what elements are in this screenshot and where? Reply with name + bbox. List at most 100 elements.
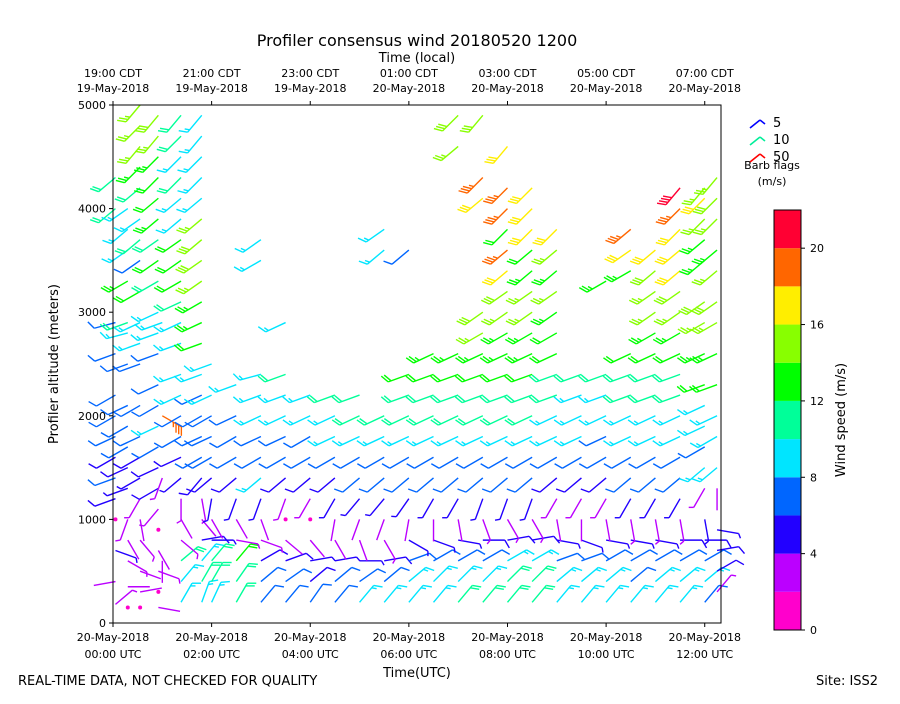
wind-barb <box>235 240 261 253</box>
barb-staff <box>409 540 428 551</box>
colorbar-tick-label: 20 <box>810 242 824 255</box>
barb-flag <box>530 464 538 469</box>
barb-flag <box>209 386 216 392</box>
wind-barb <box>480 437 507 446</box>
barb-flag <box>209 580 218 582</box>
wind-barb <box>332 395 360 403</box>
wind-barb <box>628 416 655 425</box>
wind-barb <box>286 569 312 582</box>
wind-barb <box>234 260 261 271</box>
barb-half-flag <box>515 298 520 300</box>
wind-barb <box>258 395 286 403</box>
barb-staff <box>703 178 717 195</box>
barb-flag <box>670 585 679 587</box>
barb-flag <box>486 159 495 161</box>
barb-staff <box>310 567 327 581</box>
y-axis-label: Profiler altitude (meters) <box>47 284 62 444</box>
barb-flag <box>449 566 458 568</box>
wind-barb <box>248 499 260 521</box>
wind-barb <box>319 499 335 518</box>
barb-half-flag <box>602 548 603 553</box>
barb-flag <box>352 567 360 570</box>
barb-half-flag <box>117 486 121 489</box>
wind-barb <box>664 499 680 518</box>
barb-staff <box>188 136 202 153</box>
top-x-tick-label-time: 19:00 CDT <box>84 67 142 80</box>
barb-flag <box>116 139 125 141</box>
barb-staff <box>483 585 497 602</box>
barb-half-flag <box>638 298 643 300</box>
barb-calm-dot <box>156 590 160 594</box>
barb-flag <box>310 489 318 492</box>
barb-half-flag <box>179 579 180 584</box>
wind-barb <box>554 416 581 425</box>
wind-barb <box>233 374 261 380</box>
wind-barb <box>653 354 680 363</box>
barb-half-flag <box>688 248 693 250</box>
barb-half-flag <box>364 238 369 240</box>
barb-staff <box>462 395 483 403</box>
barb-staff <box>370 499 384 516</box>
barb-half-flag <box>177 521 181 524</box>
barb-staff <box>532 519 543 538</box>
barb-half-flag <box>690 199 695 200</box>
wind-barb <box>209 416 236 425</box>
barb-staff <box>165 136 181 152</box>
wind-barb <box>407 457 434 468</box>
barb-staff <box>405 519 409 541</box>
wind-barb <box>678 447 705 458</box>
barb-half-flag <box>610 442 614 445</box>
barb-half-flag <box>143 147 148 148</box>
wind-barb <box>533 229 557 245</box>
barb-flag <box>512 197 521 199</box>
wind-barb <box>480 395 508 403</box>
barb-half-flag <box>193 567 198 568</box>
barb-staff <box>665 229 681 245</box>
barb-half-flag <box>314 442 318 445</box>
barb-staff <box>365 457 384 468</box>
barb-flag <box>680 232 689 234</box>
wind-barb <box>115 550 137 562</box>
barb-staff <box>557 567 574 581</box>
wind-barb <box>456 416 483 425</box>
barb-flag <box>697 207 706 209</box>
y-tick-label: 2000 <box>78 410 106 423</box>
barb-staff <box>109 447 128 458</box>
barb-staff <box>236 544 250 561</box>
barb-calm-dot <box>156 528 160 532</box>
wind-barb <box>131 333 159 341</box>
barb-staff <box>341 457 360 468</box>
barb-staff <box>286 585 300 602</box>
barb-staff <box>483 566 499 582</box>
barb-staff <box>121 291 140 302</box>
barb-half-flag <box>185 129 190 130</box>
barb-staff <box>639 478 656 492</box>
barb-flag <box>604 464 612 469</box>
barb-half-flag <box>698 478 703 480</box>
x-tick-label-date: 20-May-2018 <box>175 631 247 644</box>
top-x-tick-label-date: 19-May-2018 <box>175 82 247 95</box>
barb-staff <box>138 312 158 321</box>
barb-staff <box>694 488 705 507</box>
barb-half-flag <box>469 185 474 186</box>
wind-barb <box>507 478 532 492</box>
barb-half-flag <box>569 588 574 589</box>
wind-barb <box>88 437 115 446</box>
wind-barb <box>260 478 285 492</box>
wind-barb <box>615 499 631 518</box>
wind-barb <box>358 229 384 242</box>
barb-staff <box>413 395 434 403</box>
barb-staff <box>515 250 532 264</box>
chart-title: Profiler consensus wind 20180520 1200 <box>257 31 578 50</box>
barb-staff <box>162 437 181 448</box>
barb-half-flag <box>137 317 141 320</box>
barb-staff <box>384 585 398 602</box>
barb-flag <box>488 217 497 219</box>
barb-staff <box>123 188 140 202</box>
wind-barb <box>690 323 717 334</box>
barb-flag <box>157 191 166 193</box>
wind-barb <box>132 447 159 458</box>
legend-caption-units: (m/s) <box>758 175 787 188</box>
wind-barb <box>181 547 206 561</box>
wind-barb <box>259 457 286 468</box>
